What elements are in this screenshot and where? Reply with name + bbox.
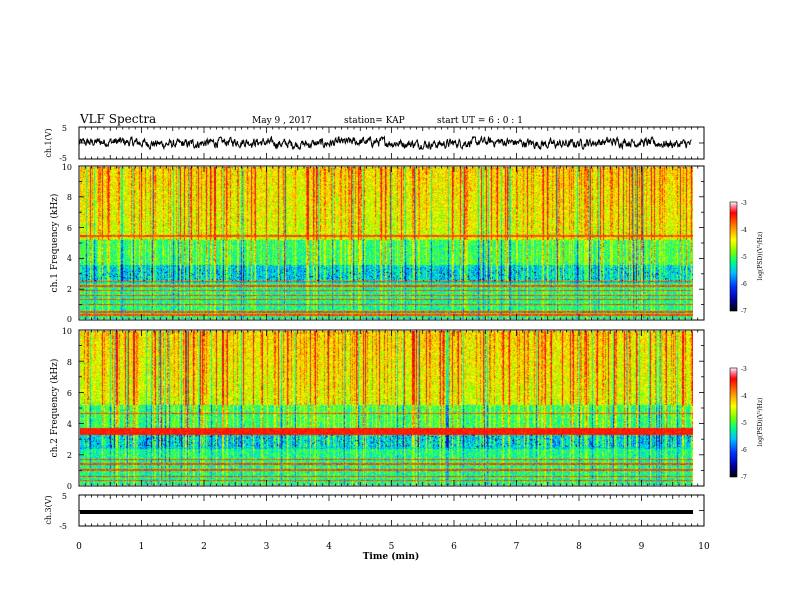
ch3-ytick-top: 5 [62,492,67,501]
spec1-ytick-6: 6 [67,224,72,233]
xtick-3: 3 [264,542,270,552]
spec2-ytick-10: 10 [62,327,72,336]
date-label: May 9 , 2017 [252,116,312,126]
spectrogram-ch1-yticks: 0 2 4 6 8 10 [62,163,72,324]
ch1-ytick-bottom: -5 [59,154,67,163]
spectrogram-ch1-image [80,167,693,319]
waveform-ch1-panel: 5 -5 ch.1(V) [44,124,705,163]
xtick-5: 5 [389,542,395,552]
ch1-waveform-ylabel: ch.1(V) [44,128,53,157]
colorbar-ch2-gradient [729,367,738,478]
spec1-ytick-8: 8 [67,193,72,202]
colorbar-ch1: -3 -4 -5 -6 -7 log(PSD)(V²/Hz) [729,200,764,315]
xtick-1: 1 [139,542,145,552]
spec2-ytick-0: 0 [67,482,72,491]
waveform-ch1-line [78,135,692,151]
colorbar-ch1-gradient [729,201,738,312]
cb1-tick-m6: -6 [741,281,747,288]
figure-title: VLF Spectra [79,112,156,126]
spec1-ytick-4: 4 [67,254,72,263]
spec2-ylabel: ch.2 Frequency (kHz) [49,359,60,458]
cb2-tick-m6: -6 [741,447,747,454]
spec2-ytick-6: 6 [67,389,72,398]
x-axis-label: Time (min) [363,551,420,562]
colorbar-ch2: -3 -4 -5 -6 -7 log(PSD)(V²/Hz) [729,366,764,481]
xtick-2: 2 [201,542,207,552]
cb1-tick-m7: -7 [741,308,747,315]
cb1-label: log(PSD)(V²/Hz) [757,232,764,281]
cb2-label: log(PSD)(V²/Hz) [757,398,764,447]
spec1-ylabel: ch.1 Frequency (kHz) [49,194,60,293]
station-label: station= KAP [344,116,405,126]
cb1-tick-m3: -3 [741,200,747,207]
axis-ticks [78,126,705,527]
spectrogram-ch2-yticks: 0 2 4 6 8 10 [62,327,72,491]
spec1-ytick-2: 2 [67,285,72,294]
spec2-ytick-4: 4 [67,420,72,429]
xtick-10: 10 [698,542,710,552]
cb2-tick-m5: -5 [741,420,747,427]
spectrogram-ch1-panel: 0 2 4 6 8 10 ch.1 Frequency (kHz) [49,163,705,324]
xtick-6: 6 [451,542,457,552]
xtick-8: 8 [576,542,582,552]
cb1-tick-m5: -5 [741,254,747,261]
ch1-ytick-top: 5 [62,124,67,133]
spec2-ytick-2: 2 [67,451,72,460]
spec1-ytick-10: 10 [62,163,72,172]
x-axis-ticklabels: 0 1 2 3 4 5 6 7 8 9 10 [76,542,710,552]
xtick-7: 7 [514,542,520,552]
cb2-tick-m7: -7 [741,474,747,481]
ch3-ytick-bottom: -5 [59,522,67,531]
cb2-tick-m4: -4 [741,393,747,400]
waveform-ch3-panel: 5 -5 ch.3(V) [44,492,705,531]
cb1-tick-m4: -4 [741,227,747,234]
xtick-9: 9 [639,542,645,552]
waveform-ch3-line [80,510,693,514]
start-ut-label: start UT = 6 : 0 : 1 [437,116,523,126]
spectrogram-ch2-panel: 0 2 4 6 8 10 ch.2 Frequency (kHz) [49,327,705,491]
ch3-waveform-ylabel: ch.3(V) [44,495,53,524]
spec2-ytick-8: 8 [67,358,72,367]
spectrogram-ch2-image [80,331,693,485]
xtick-4: 4 [326,542,332,552]
xtick-0: 0 [76,542,82,552]
cb2-tick-m3: -3 [741,366,747,373]
spec1-ytick-0: 0 [67,315,72,324]
